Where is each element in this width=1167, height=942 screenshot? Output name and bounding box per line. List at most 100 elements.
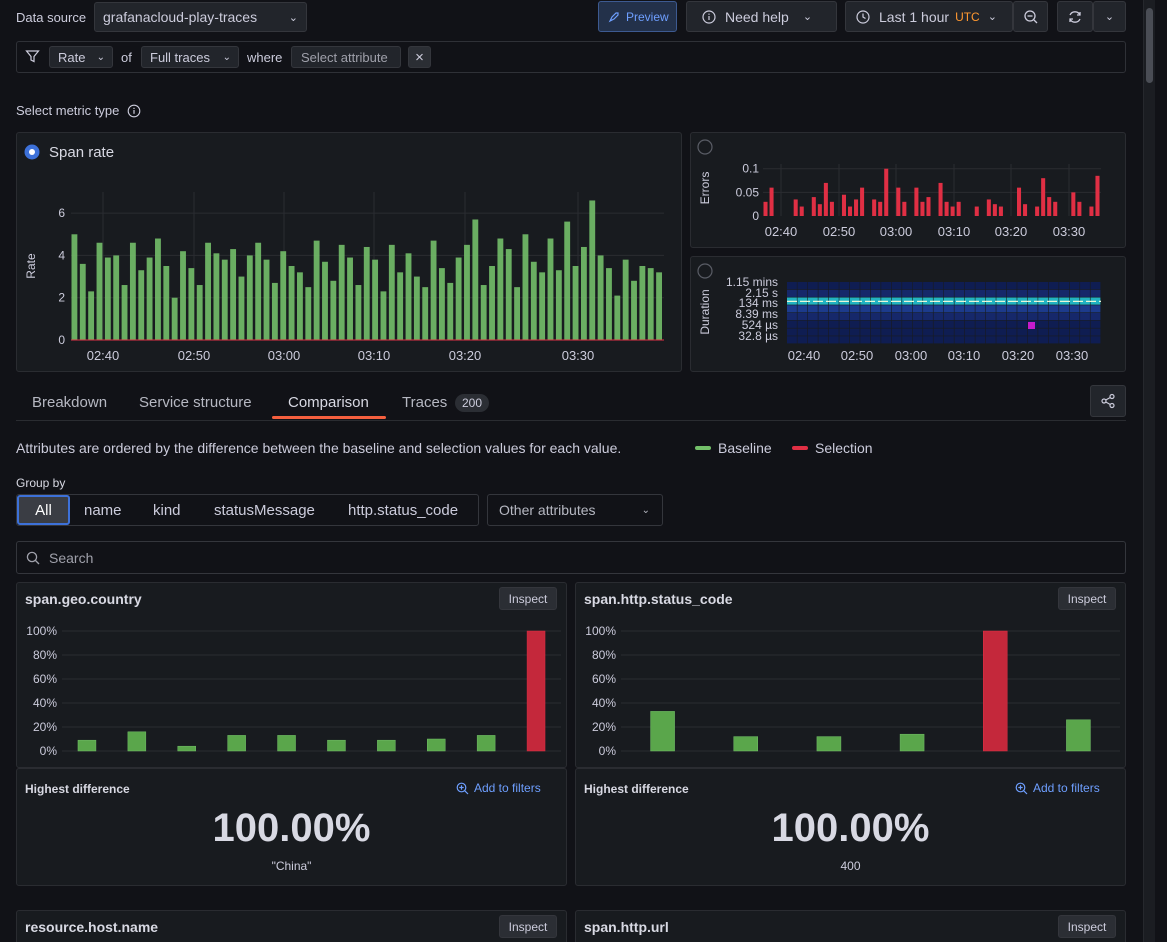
heatmap-cell xyxy=(828,320,839,328)
heatmap-cell xyxy=(1017,289,1028,297)
error-bar xyxy=(1095,175,1100,216)
tab-comparison[interactable]: Comparison xyxy=(288,394,369,411)
x-tick-label: 03:00 xyxy=(895,348,928,363)
heatmap-cell xyxy=(923,320,933,328)
baseline-bar xyxy=(227,735,246,752)
heatmap-cell xyxy=(996,282,1007,290)
refresh-button[interactable] xyxy=(1057,1,1093,32)
datasource-select[interactable]: grafanacloud-play-traces ⌄ xyxy=(94,2,307,32)
inspect-button[interactable]: Inspect xyxy=(1058,915,1116,938)
selection-bar xyxy=(983,630,1008,752)
highest-difference-value: 100.00% xyxy=(212,806,371,850)
inspect-button[interactable]: Inspect xyxy=(1058,587,1116,610)
heatmap-cell xyxy=(944,289,954,297)
heatmap-cell xyxy=(902,305,912,313)
baseline-bar xyxy=(476,735,496,752)
inspect-button[interactable]: Inspect xyxy=(499,915,557,938)
errors-panel[interactable] xyxy=(690,132,1126,248)
group-option-kind[interactable]: kind xyxy=(153,502,181,519)
x-tick-label: 03:10 xyxy=(948,348,981,363)
scope-select[interactable]: Full traces ⌄ xyxy=(141,46,239,68)
need-help-button[interactable]: Need help ⌄ xyxy=(686,1,837,32)
rate-bar xyxy=(606,268,612,340)
y-tick-label: 60% xyxy=(592,672,616,686)
error-bar xyxy=(956,201,961,216)
heatmap-cell xyxy=(923,313,933,321)
chevron-down-icon: ⌄ xyxy=(802,11,813,23)
group-option-status-message[interactable]: statusMessage xyxy=(214,502,315,519)
add-to-filters-button[interactable]: Add to filters xyxy=(456,781,541,795)
add-to-filters-button[interactable]: Add to filters xyxy=(1015,781,1100,795)
rate-bar xyxy=(547,238,554,340)
error-bar xyxy=(950,206,955,216)
preview-button[interactable]: Preview xyxy=(598,1,677,32)
attribute-select[interactable]: Select attribute xyxy=(291,46,401,68)
heatmap-cell xyxy=(1038,328,1049,336)
heatmap-cell xyxy=(975,282,986,290)
of-label: of xyxy=(121,50,132,65)
heatmap-cell xyxy=(1090,313,1101,321)
y-tick-label: 60% xyxy=(33,672,57,686)
error-bar xyxy=(854,199,859,216)
heatmap-cell xyxy=(881,336,892,344)
search-input[interactable]: Search xyxy=(16,541,1126,574)
inspect-button[interactable]: Inspect xyxy=(499,587,557,610)
share-button[interactable] xyxy=(1090,385,1126,417)
heatmap-cell xyxy=(797,289,808,297)
highest-difference-label: Highest difference xyxy=(584,782,689,796)
error-bar xyxy=(944,201,949,216)
clear-filter-button[interactable]: × xyxy=(408,46,431,68)
geo-country-summary xyxy=(16,768,567,886)
error-bar xyxy=(914,187,919,216)
heatmap-cell xyxy=(881,289,892,297)
rate-bar xyxy=(288,266,295,340)
group-option-all[interactable]: All xyxy=(17,495,70,525)
heatmap-cell xyxy=(985,282,996,290)
zoom-out-button[interactable] xyxy=(1013,1,1048,32)
heatmap-cell xyxy=(828,336,839,344)
heatmap-cell xyxy=(996,289,1007,297)
tab-traces[interactable]: Traces xyxy=(402,394,448,411)
y-axis-label: Errors xyxy=(698,172,712,205)
duration-radio[interactable] xyxy=(697,263,713,279)
tab-breakdown[interactable]: Breakdown xyxy=(32,394,108,411)
time-range-picker[interactable]: Last 1 hour UTC ⌄ xyxy=(845,1,1013,32)
heatmap-cell xyxy=(1080,320,1090,328)
timezone-label: UTC xyxy=(955,9,980,24)
heatmap-cell xyxy=(1048,336,1059,344)
baseline-bar xyxy=(127,731,147,752)
refresh-interval-dropdown[interactable]: ⌄ xyxy=(1093,1,1126,32)
scrollbar-thumb[interactable] xyxy=(1146,8,1153,83)
heatmap-cell xyxy=(954,305,965,313)
http-url-card xyxy=(575,910,1126,942)
heatmap-cell xyxy=(985,336,996,344)
rate-bar xyxy=(597,255,604,340)
rate-bar xyxy=(639,266,646,340)
other-attributes-select[interactable]: Other attributes ⌄ xyxy=(487,494,663,526)
heatmap-cell xyxy=(1048,282,1059,290)
heatmap-cell xyxy=(1006,305,1017,313)
heatmap-cell xyxy=(1090,320,1101,328)
page-scrollbar[interactable] xyxy=(1143,0,1155,942)
group-option-name[interactable]: name xyxy=(84,502,122,519)
heatmap-cell xyxy=(902,282,912,290)
inspect-label: Inspect xyxy=(1067,591,1107,606)
errors-radio[interactable] xyxy=(697,139,713,155)
metric-select[interactable]: Rate ⌄ xyxy=(49,46,113,68)
heatmap-cell xyxy=(891,336,902,344)
rate-bar xyxy=(205,242,211,340)
rate-bar xyxy=(121,285,128,340)
heatmap-cell xyxy=(1059,282,1069,290)
heatmap-cell xyxy=(881,320,892,328)
rate-bar xyxy=(622,259,629,340)
heatmap-cell xyxy=(818,320,829,328)
heatmap-cell xyxy=(849,282,860,290)
heatmap-cell xyxy=(1017,313,1028,321)
span-rate-radio[interactable] xyxy=(24,144,40,160)
tab-service-structure[interactable]: Service structure xyxy=(139,394,252,411)
heatmap-cell xyxy=(1069,320,1080,328)
heatmap-cell xyxy=(1038,336,1049,344)
rate-bar xyxy=(505,249,512,340)
group-option-http-status-code[interactable]: http.status_code xyxy=(348,502,459,519)
heatmap-cell xyxy=(870,336,881,344)
